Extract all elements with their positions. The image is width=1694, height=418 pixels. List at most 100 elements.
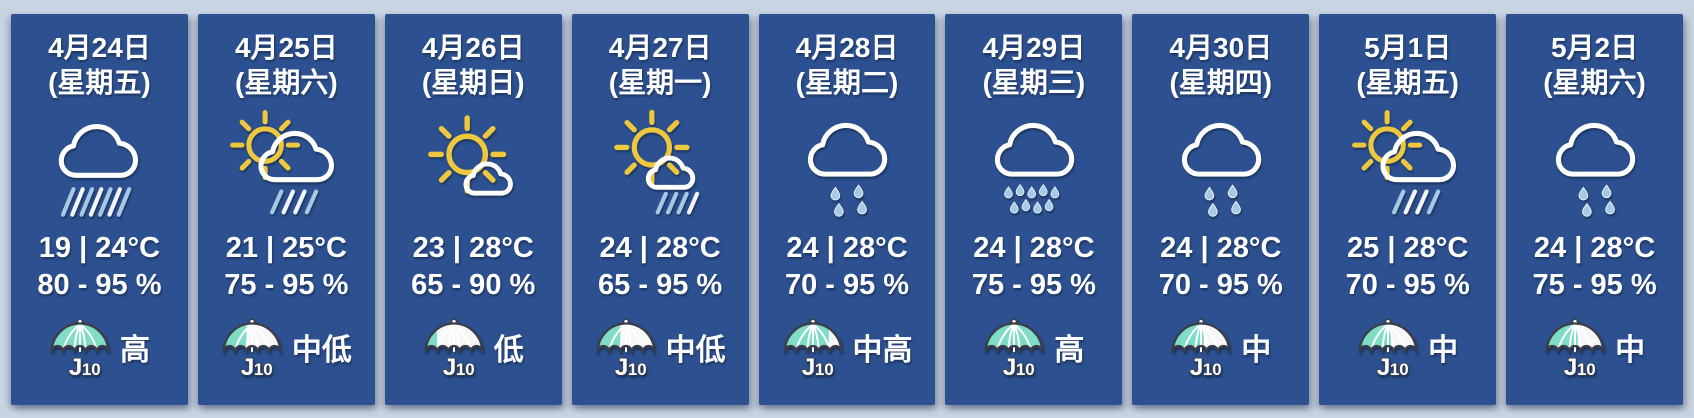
humidity-range: 70 - 95 %	[1158, 269, 1283, 301]
date-label: 4月26日	[421, 32, 525, 63]
svg-text:J: J	[442, 354, 456, 378]
psr-level-label: 中低	[291, 334, 352, 367]
psr-level-label: 高	[119, 334, 150, 367]
temperature-range: 24 | 28°C	[1160, 232, 1282, 264]
temperature-range: 24 | 28°C	[1533, 232, 1656, 264]
psr-umbrella-icon: J 10	[985, 318, 1044, 378]
psr-row: J 10 中	[1544, 316, 1645, 378]
day-card: 4月30日 (星期四) 24 | 28°C 70 - 95 %	[1132, 14, 1310, 405]
weekday-label: (星期六)	[1543, 67, 1646, 98]
date-label: 4月24日	[48, 32, 151, 63]
psr-umbrella-icon: J 10	[1545, 318, 1605, 378]
psr-level-label: 中低	[665, 334, 726, 367]
temperature-range: 24 | 28°C	[973, 232, 1095, 264]
svg-text:J: J	[614, 354, 628, 378]
weather-icon-cloud-light-rain	[1165, 106, 1277, 226]
date-label: 4月28日	[795, 32, 899, 63]
weather-icon-cloud-heavy-rain	[43, 106, 155, 226]
svg-text:J: J	[801, 354, 815, 378]
day-card: 4月28日 (星期二) 24 | 28°C 70 - 95 %	[758, 14, 936, 405]
psr-row: J 10 中	[1357, 316, 1458, 378]
psr-umbrella-icon: J 10	[424, 318, 484, 378]
svg-text:10: 10	[254, 360, 273, 378]
psr-level-label: 中高	[852, 334, 913, 367]
svg-text:10: 10	[1016, 360, 1035, 378]
svg-text:J: J	[1377, 354, 1391, 378]
svg-text:J: J	[1003, 354, 1017, 378]
svg-text:10: 10	[814, 360, 833, 378]
svg-text:J: J	[241, 354, 255, 378]
psr-row: J 10 中	[1170, 316, 1271, 378]
svg-text:10: 10	[627, 360, 646, 378]
weather-icon-cloud-light-rain	[791, 106, 903, 226]
temperature-range: 19 | 24°C	[38, 232, 161, 264]
psr-level-label: 高	[1054, 334, 1085, 367]
weather-icon-sunny-intervals-showers	[604, 106, 716, 226]
humidity-range: 70 - 95 %	[784, 269, 910, 301]
psr-row: J 10 高	[49, 316, 150, 378]
day-card: 4月24日 (星期五) 19 | 24°C 80 - 95 %	[11, 14, 188, 405]
psr-row: J 10 中低	[595, 316, 726, 378]
humidity-range: 80 - 95 %	[37, 269, 162, 301]
day-card: 4月29日 (星期三) 24 | 28°C 75 - 95 %	[945, 14, 1123, 405]
psr-level-label: 中	[1615, 334, 1646, 367]
weekday-label: (星期一)	[608, 67, 712, 98]
humidity-range: 65 - 95 %	[598, 269, 723, 301]
weekday-label: (星期二)	[795, 67, 899, 98]
psr-row: J 10 低	[423, 316, 524, 378]
date-label: 4月30日	[1169, 32, 1273, 63]
svg-text:J: J	[1190, 354, 1204, 378]
svg-text:J: J	[69, 354, 83, 378]
day-card: 4月25日 (星期六) 21 | 25°C 75 - 95 %	[197, 14, 375, 405]
temperature-range: 24 | 28°C	[786, 232, 908, 264]
day-card: 5月1日 (星期五) 25 | 28°C 70 - 95 %	[1319, 14, 1497, 405]
temperature-range: 23 | 28°C	[412, 232, 534, 264]
temperature-range: 25 | 28°C	[1347, 232, 1469, 264]
date-label: 5月1日	[1364, 32, 1452, 63]
humidity-range: 65 - 90 %	[411, 269, 536, 301]
svg-text:J: J	[1564, 354, 1578, 378]
date-label: 4月25日	[234, 32, 338, 63]
date-label: 4月27日	[608, 32, 712, 63]
psr-umbrella-icon: J 10	[50, 318, 110, 378]
date-label: 5月2日	[1550, 32, 1639, 63]
weekday-label: (星期六)	[235, 67, 338, 98]
psr-umbrella-icon: J 10	[222, 318, 282, 378]
humidity-range: 75 - 95 %	[1532, 269, 1657, 301]
psr-row: J 10 高	[983, 316, 1084, 378]
humidity-range: 75 - 95 %	[971, 269, 1096, 301]
svg-text:10: 10	[1203, 360, 1222, 378]
svg-text:10: 10	[1390, 360, 1409, 378]
psr-umbrella-icon: J 10	[1171, 318, 1231, 378]
humidity-range: 75 - 95 %	[224, 269, 349, 301]
psr-umbrella-icon: J 10	[1358, 318, 1418, 378]
date-label: 4月29日	[982, 32, 1086, 63]
psr-row: J 10 中低	[221, 316, 352, 378]
day-card: 5月2日 (星期六) 24 | 28°C 75 - 95 %	[1506, 14, 1684, 405]
weekday-label: (星期三)	[982, 67, 1086, 98]
svg-text:10: 10	[1577, 360, 1596, 378]
day-card: 4月27日 (星期一) 24 | 28°C 65 - 95 %	[571, 14, 749, 405]
temperature-range: 24 | 28°C	[599, 232, 721, 264]
psr-row: J 10 中高	[782, 316, 913, 378]
weather-icon-sun-behind-cloud-rain	[1352, 106, 1464, 226]
humidity-range: 70 - 95 %	[1345, 269, 1470, 301]
weather-icon-sunny-intervals	[417, 106, 529, 226]
psr-level-label: 低	[493, 334, 524, 367]
svg-text:10: 10	[82, 360, 101, 378]
weekday-label: (星期四)	[1169, 67, 1273, 98]
psr-umbrella-icon: J 10	[596, 318, 655, 378]
weather-icon-cloud-light-rain	[1539, 106, 1651, 226]
psr-level-label: 中	[1241, 334, 1272, 367]
psr-level-label: 中	[1428, 334, 1459, 367]
weekday-label: (星期五)	[1356, 67, 1459, 98]
weekday-label: (星期五)	[48, 67, 151, 98]
psr-umbrella-icon: J 10	[783, 318, 842, 378]
svg-text:10: 10	[456, 360, 475, 378]
day-card: 4月26日 (星期日) 23 | 28°C 65 - 90 % J 10 低	[384, 14, 562, 405]
weather-icon-sun-behind-cloud-rain	[230, 106, 342, 226]
weather-icon-cloud-rain-drops	[978, 106, 1090, 226]
temperature-range: 21 | 25°C	[225, 232, 347, 264]
weekday-label: (星期日)	[421, 67, 525, 98]
